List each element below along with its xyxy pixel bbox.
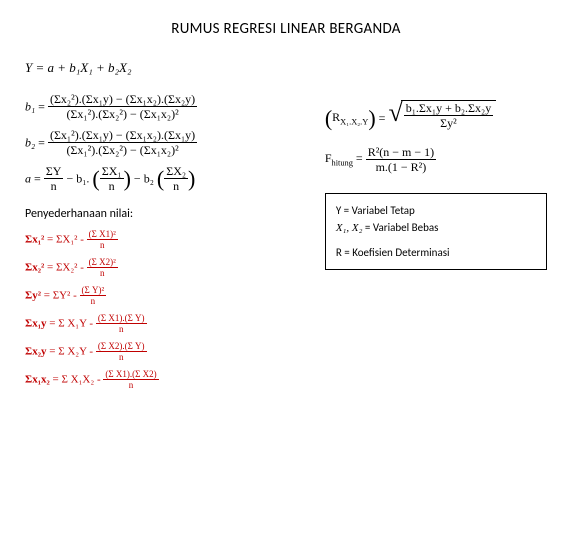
formula-a: a = ΣY n − b₁. ( ΣX₁ n ) − b₂ ( ΣX₂ n ): [25, 164, 315, 194]
formula-b2: b₂ = (Σx₁²).(Σx₁y) − (Σx₁x₂).(Σx₁y) (Σx₁…: [25, 128, 315, 158]
formula-r: (RX₁.X₂.Y) = √ b₁.Σx₁y + b₂.Σx₂y Σy²: [325, 100, 547, 131]
legend-x: X₁, X₂ = Variabel Bebas: [336, 219, 536, 238]
simplification-item: Σx₁² = ΣX₁² - (Σ X1)²n: [25, 229, 315, 250]
right-column: (RX₁.X₂.Y) = √ b₁.Σx₁y + b₂.Σx₂y Σy² Fhi…: [325, 60, 547, 270]
simplification-label: Penyederhanaan nilai:: [25, 207, 315, 221]
formula-f: Fhitung = R²(n − m − 1) m.(1 − R²): [325, 145, 547, 175]
simplification-item: Σy² = ΣY² - (Σ Y)²n: [25, 285, 315, 306]
formula-b1: b₁ = (Σx₂²).(Σx₁y) − (Σx₁x₂).(Σx₂y) (Σx₁…: [25, 92, 315, 122]
page-title: RUMUS REGRESI LINEAR BERGANDA: [25, 20, 547, 38]
simplification-list: Σx₁² = ΣX₁² - (Σ X1)²n Σx₂² = ΣX₂² - (Σ X…: [25, 229, 315, 390]
main-equation: Y = a + b₁X₁ + b₂X₂: [25, 60, 315, 76]
legend-box: Y = Variabel Tetap X₁, X₂ = Variabel Beb…: [325, 193, 547, 271]
left-column: Y = a + b₁X₁ + b₂X₂ b₁ = (Σx₂²).(Σx₁y) −…: [25, 60, 315, 397]
simplification-item: Σx₁y = Σ X₁Y - (Σ X1).(Σ Y)n: [25, 313, 315, 334]
content-row: Y = a + b₁X₁ + b₂X₂ b₁ = (Σx₂²).(Σx₁y) −…: [25, 60, 547, 397]
simplification-item: Σx₂y = Σ X₂Y - (Σ X2).(Σ Y)n: [25, 341, 315, 362]
legend-r: R = Koefisien Determinasi: [336, 244, 536, 262]
legend-y: Y = Variabel Tetap: [336, 202, 536, 220]
simplification-item: Σx₁x₂ = Σ X₁X₂ - (Σ X1).(Σ X2)n: [25, 369, 315, 390]
simplification-item: Σx₂² = ΣX₂² - (Σ X2)²n: [25, 257, 315, 278]
